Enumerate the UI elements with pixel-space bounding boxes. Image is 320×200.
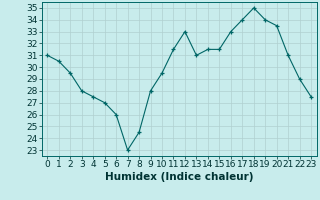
X-axis label: Humidex (Indice chaleur): Humidex (Indice chaleur)	[105, 172, 253, 182]
